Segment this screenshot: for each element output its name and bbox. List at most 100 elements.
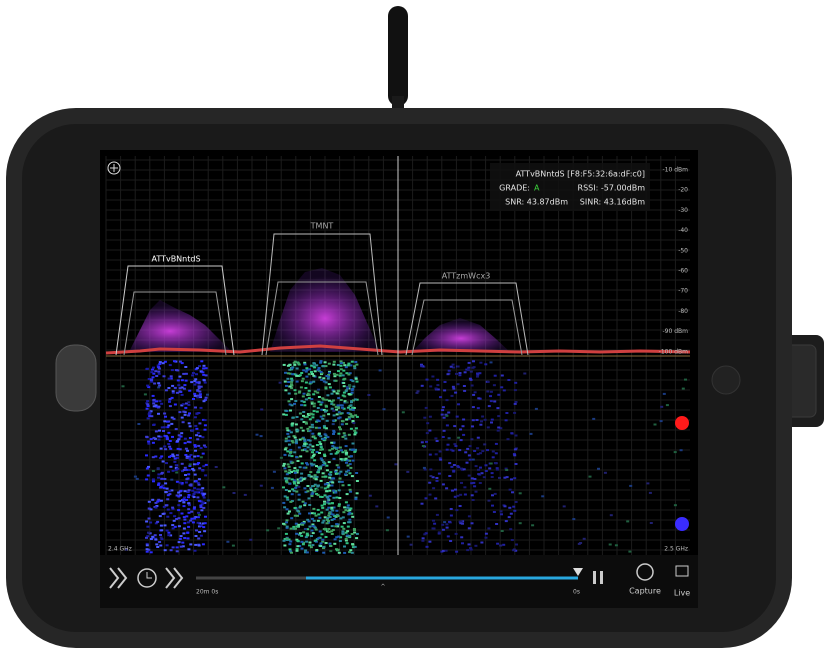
timeline-handle[interactable] bbox=[573, 568, 583, 576]
waterfall-pixel bbox=[466, 369, 470, 372]
waterfall-pixel bbox=[171, 506, 175, 509]
pause-button[interactable] bbox=[593, 571, 596, 584]
waterfall-pixel bbox=[154, 501, 158, 504]
waterfall-pixel bbox=[185, 515, 189, 518]
waterfall-pixel bbox=[302, 414, 305, 417]
waterfall-pixel bbox=[171, 469, 175, 472]
waterfall-pixel bbox=[298, 438, 302, 441]
waterfall-pixel bbox=[433, 522, 437, 525]
waterfall-pixel bbox=[290, 493, 294, 496]
waterfall-pixel bbox=[176, 440, 179, 443]
waterfall-pixel bbox=[346, 464, 350, 467]
history-button[interactable] bbox=[137, 568, 157, 588]
waterfall-pixel bbox=[470, 494, 474, 497]
waterfall-pixel bbox=[182, 387, 186, 390]
case-button[interactable] bbox=[711, 365, 741, 395]
waterfall-pixel bbox=[157, 367, 161, 370]
waterfall-pixel bbox=[332, 433, 335, 435]
waterfall-pixel bbox=[353, 450, 357, 453]
waterfall-pixel bbox=[202, 496, 206, 499]
waterfall-pixel bbox=[288, 443, 291, 446]
waterfall-pixel bbox=[300, 540, 304, 543]
waterfall-pixel bbox=[345, 461, 348, 464]
waterfall-pixel bbox=[168, 400, 171, 403]
waterfall-pixel bbox=[189, 543, 193, 546]
rewind-button[interactable] bbox=[109, 567, 128, 589]
waterfall-pixel bbox=[149, 410, 153, 413]
waterfall-pixel bbox=[284, 437, 288, 440]
waterfall-pixel bbox=[193, 394, 197, 397]
waterfall-pixel bbox=[416, 390, 420, 393]
waterfall-pixel bbox=[284, 480, 288, 483]
waterfall-pixel bbox=[337, 432, 341, 435]
waterfall-pixel bbox=[308, 504, 312, 506]
forward-button[interactable] bbox=[165, 567, 184, 589]
live-icon[interactable] bbox=[675, 565, 689, 577]
waterfall-pixel bbox=[337, 472, 341, 475]
waterfall-pixel bbox=[147, 548, 151, 551]
waterfall-pixel bbox=[322, 409, 326, 411]
waterfall-pixel bbox=[324, 381, 328, 384]
waterfall-pixel bbox=[322, 545, 326, 548]
waterfall-pixel bbox=[157, 483, 160, 486]
zoom-icon bbox=[110, 164, 118, 172]
waterfall-pixel bbox=[193, 506, 196, 509]
waterfall-pixel bbox=[498, 476, 501, 479]
waterfall-pixel bbox=[339, 536, 343, 539]
home-button[interactable] bbox=[55, 344, 97, 412]
waterfall-pixel bbox=[447, 437, 451, 440]
waterfall-pixel bbox=[342, 432, 346, 435]
waterfall-pixel bbox=[181, 421, 185, 424]
waterfall-pixel bbox=[196, 488, 200, 491]
waterfall-pixel bbox=[337, 466, 341, 469]
waterfall-pixel bbox=[327, 498, 331, 501]
waterfall-pixel bbox=[154, 538, 158, 541]
waterfall-pixel bbox=[409, 543, 413, 546]
capture-button[interactable]: Capture bbox=[629, 587, 661, 596]
waterfall-pixel bbox=[187, 414, 191, 417]
waterfall-pixel bbox=[329, 473, 333, 476]
waterfall-pixel bbox=[171, 507, 175, 510]
waterfall-pixel bbox=[320, 533, 324, 536]
waterfall-pixel bbox=[435, 477, 439, 479]
waterfall-pixel bbox=[324, 365, 328, 368]
waterfall-pixel bbox=[470, 477, 474, 480]
waterfall-pixel bbox=[157, 370, 161, 373]
waterfall-pixel bbox=[342, 522, 346, 525]
waterfall-pixel bbox=[180, 483, 184, 486]
waterfall-pixel bbox=[343, 400, 347, 403]
waterfall-pixel bbox=[319, 415, 323, 418]
marker-blue[interactable] bbox=[675, 517, 689, 531]
waterfall-pixel bbox=[337, 535, 341, 538]
waterfall-pixel bbox=[473, 450, 477, 452]
live-button[interactable]: Live bbox=[674, 589, 690, 598]
waterfall-pixel bbox=[326, 517, 330, 520]
marker-red[interactable] bbox=[675, 416, 689, 430]
capture-icon[interactable] bbox=[636, 563, 654, 581]
waterfall-pixel bbox=[467, 366, 471, 369]
waterfall-pixel bbox=[284, 532, 288, 535]
waterfall-pixel bbox=[514, 549, 518, 552]
waterfall-pixel bbox=[285, 427, 289, 430]
timeline-end: 0s bbox=[573, 589, 580, 596]
waterfall-pixel bbox=[288, 510, 291, 513]
zoom-button[interactable] bbox=[107, 161, 121, 175]
waterfall-pixel bbox=[323, 483, 327, 486]
waterfall-pixel bbox=[298, 390, 302, 393]
waterfall-pixel bbox=[481, 450, 485, 453]
waterfall-pixel bbox=[185, 468, 189, 471]
waterfall-pixel bbox=[310, 364, 314, 367]
waterfall-pixel bbox=[434, 437, 438, 440]
waterfall-pixel bbox=[178, 411, 182, 414]
waterfall-pixel bbox=[189, 484, 193, 487]
waterfall-pixel bbox=[340, 480, 344, 483]
waterfall-pixel bbox=[293, 389, 297, 392]
waterfall-pixel bbox=[316, 494, 320, 497]
waterfall-pixel bbox=[478, 372, 482, 375]
waterfall-pixel bbox=[162, 430, 165, 432]
waterfall-pixel bbox=[461, 425, 465, 428]
pause-button[interactable] bbox=[600, 571, 603, 584]
waterfall-pixel bbox=[184, 474, 187, 476]
waterfall-pixel bbox=[324, 542, 328, 544]
waterfall-pixel bbox=[505, 412, 509, 414]
